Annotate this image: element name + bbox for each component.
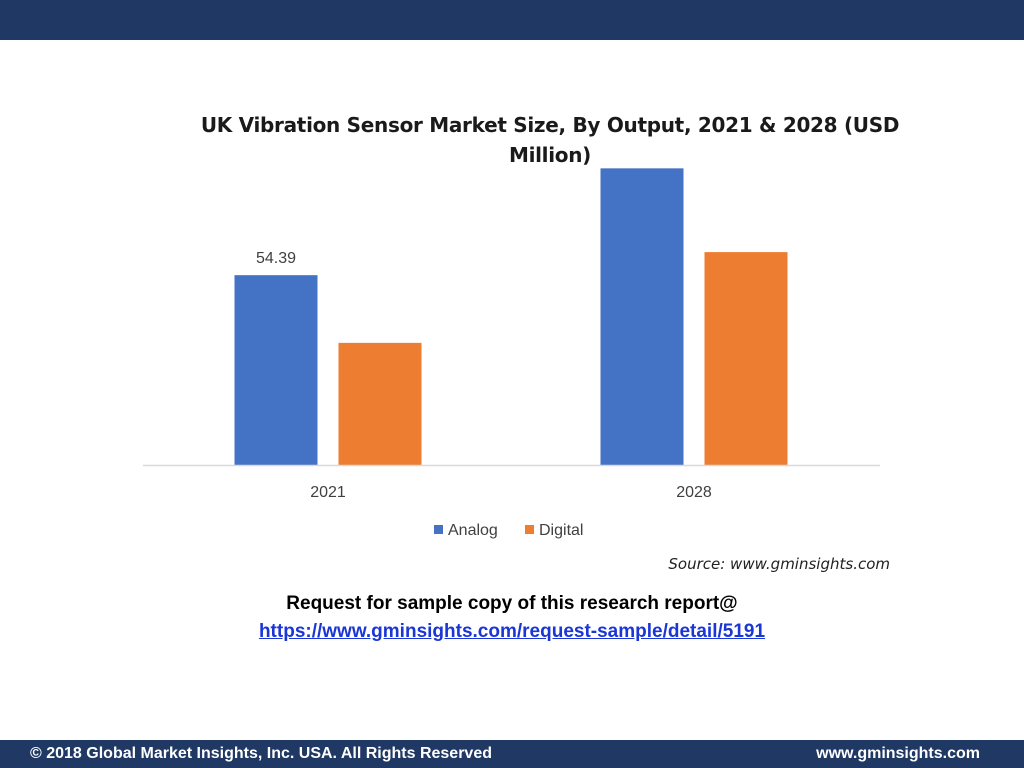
footer-bar: © 2018 Global Market Insights, Inc. USA.… — [0, 740, 1024, 768]
bar-digital-2028 — [704, 252, 788, 465]
legend-label-analog: Analog — [448, 522, 498, 539]
sample-request-link[interactable]: https://www.gminsights.com/request-sampl… — [258, 621, 766, 642]
chart-title: UK Vibration Sensor Market Size, By Outp… — [200, 113, 900, 167]
header-band — [0, 0, 1024, 40]
data-label-analog-2021: 54.39 — [256, 250, 296, 267]
x-tick-label-2028: 2028 — [676, 484, 712, 501]
bar-chart: 54.39 2021 2028 Analog Digital — [143, 168, 880, 539]
legend-swatch-digital — [525, 525, 534, 534]
legend-swatch-analog — [434, 525, 443, 534]
source-note: Source: www.gminsights.com — [668, 555, 890, 573]
bar-digital-2021 — [338, 342, 422, 465]
bar-analog-2028 — [600, 168, 684, 465]
copyright-text: © 2018 Global Market Insights, Inc. USA.… — [30, 745, 492, 762]
sample-request: Request for sample copy of this research… — [0, 590, 1024, 646]
x-tick-label-2021: 2021 — [310, 484, 346, 501]
bar-analog-2021 — [234, 275, 318, 465]
legend-label-digital: Digital — [539, 522, 583, 539]
footer-website[interactable]: www.gminsights.com — [816, 745, 980, 762]
sample-request-text: Request for sample copy of this research… — [286, 593, 738, 614]
